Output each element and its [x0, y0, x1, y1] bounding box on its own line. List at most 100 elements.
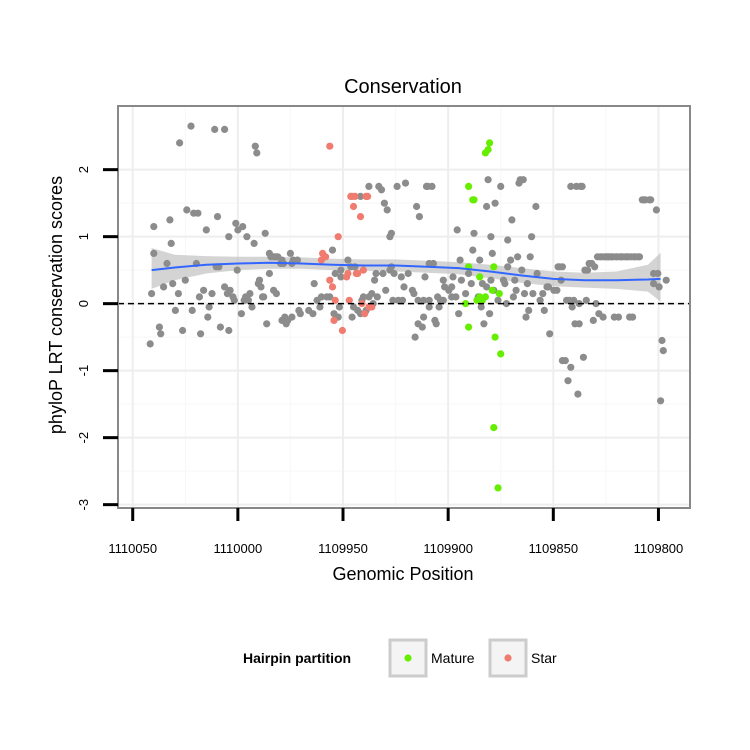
point-star — [334, 233, 342, 241]
point-other — [539, 290, 547, 298]
point-other — [511, 276, 519, 284]
point-other — [420, 313, 428, 321]
point-mature — [462, 300, 470, 308]
point-other — [439, 296, 447, 304]
point-other — [453, 226, 461, 234]
point-other — [200, 286, 208, 294]
point-other — [502, 300, 510, 308]
point-other — [658, 336, 666, 345]
point-other — [532, 202, 540, 211]
point-mature — [490, 263, 498, 271]
point-other — [480, 320, 488, 328]
point-other — [435, 303, 443, 311]
point-other — [654, 269, 662, 278]
point-mature — [484, 146, 492, 154]
point-star — [330, 316, 338, 324]
panel-background — [118, 106, 690, 508]
point-star — [326, 142, 334, 150]
point-other — [187, 122, 195, 130]
point-other — [160, 283, 168, 291]
point-other — [213, 213, 222, 221]
panel-border — [117, 105, 691, 509]
point-other — [348, 313, 356, 321]
point-mature — [465, 323, 473, 331]
point-other — [372, 269, 380, 278]
point-other — [150, 249, 158, 257]
point-mature — [497, 350, 505, 358]
loess-curve — [151, 261, 661, 282]
point-other — [662, 276, 670, 284]
point-star — [364, 192, 372, 200]
point-other — [589, 316, 597, 324]
point-other — [520, 290, 529, 298]
point-other — [387, 229, 395, 237]
point-mature — [476, 273, 484, 281]
point-other — [183, 206, 191, 214]
point-other — [380, 199, 388, 207]
point-star — [331, 296, 339, 304]
point-other — [171, 306, 179, 314]
point-other — [483, 283, 491, 291]
point-other — [244, 296, 252, 304]
point-other — [599, 313, 607, 321]
x-tick-label: 1109800 — [634, 541, 684, 556]
point-other — [428, 182, 436, 190]
point-other — [233, 266, 241, 274]
point-other — [204, 313, 212, 321]
point-other — [239, 223, 247, 231]
point-other — [579, 353, 588, 361]
point-other — [317, 293, 325, 301]
point-other — [429, 259, 437, 268]
point-other — [359, 293, 367, 301]
point-other — [467, 280, 475, 288]
point-other — [497, 182, 505, 190]
point-other — [592, 300, 600, 308]
point-other — [487, 233, 495, 241]
x-tick-label: 1109950 — [318, 541, 368, 556]
point-other — [225, 233, 233, 241]
point-other — [494, 296, 502, 304]
point-other — [518, 266, 526, 274]
point-other — [584, 266, 592, 274]
point-other — [390, 269, 398, 278]
point-other — [293, 256, 301, 264]
point-other — [237, 310, 245, 318]
point-other — [250, 239, 258, 247]
point-other — [507, 256, 515, 264]
point-star — [356, 213, 365, 221]
point-other — [484, 176, 492, 184]
legend-label-star: Star — [531, 650, 557, 666]
x-axis-title: Genomic Position — [332, 564, 473, 584]
point-other — [265, 269, 273, 278]
point-other — [462, 290, 470, 298]
point-mature — [490, 424, 498, 432]
point-other — [400, 283, 408, 291]
point-star — [351, 192, 359, 200]
x-tick-label: 1110000 — [214, 541, 263, 556]
legend-dot-mature — [404, 654, 412, 662]
point-other — [413, 202, 421, 211]
point-other — [561, 357, 569, 365]
point-other — [296, 310, 304, 318]
point-other — [512, 286, 520, 294]
point-other — [558, 263, 567, 271]
point-other — [251, 142, 259, 150]
point-star — [322, 253, 330, 261]
point-other — [432, 320, 440, 328]
point-other — [356, 192, 365, 200]
point-other — [383, 206, 391, 214]
point-other — [469, 246, 477, 254]
point-mature — [470, 196, 478, 204]
point-other — [195, 293, 203, 301]
point-other — [335, 303, 343, 311]
point-other — [379, 269, 387, 278]
point-other — [519, 176, 527, 184]
x-tick-label: 1109850 — [528, 541, 578, 556]
point-other — [544, 283, 553, 291]
point-other — [382, 286, 390, 294]
point-other — [163, 259, 171, 268]
point-other — [197, 330, 205, 338]
point-other — [208, 290, 216, 298]
point-other — [455, 310, 463, 318]
